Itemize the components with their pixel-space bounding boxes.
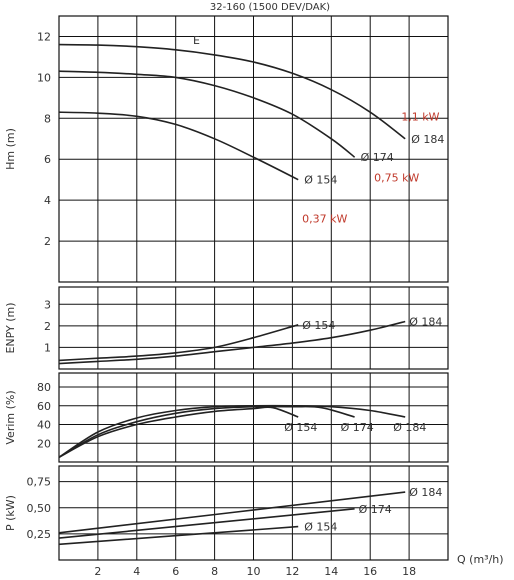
series-line-174 xyxy=(58,70,356,158)
panel-2: 1 2 3 ENPY (m) Ø 154 Ø 184 xyxy=(4,286,449,370)
chart-title: 32-160 (1500 DEV/DAK) xyxy=(210,2,330,13)
panel-frame xyxy=(58,15,449,283)
y-tick-label: 2 xyxy=(44,235,51,248)
x-tick-label: 2 xyxy=(94,565,101,578)
y-tick-label: 0,25 xyxy=(27,528,52,541)
x-axis-ticks: 2 4 6 8 10 12 14 16 18 xyxy=(94,565,416,578)
power-annotation: 1,1 kW xyxy=(401,110,439,123)
x-tick-label: 6 xyxy=(172,565,179,578)
series-line-184 xyxy=(58,43,406,140)
power-annotation: 0,75 kW xyxy=(374,172,419,185)
panel-4: 0,25 0,50 0,75 P (kW) Ø 154 Ø 174 Ø 184 xyxy=(4,465,449,561)
x-tick-label: 14 xyxy=(324,565,338,578)
region-label: E xyxy=(193,34,200,47)
y-axis-label: P (kW) xyxy=(4,495,17,531)
series-label-184: Ø 184 xyxy=(393,421,426,434)
y-tick-label: 80 xyxy=(37,381,51,394)
x-tick-label: 4 xyxy=(133,565,140,578)
panel-3: 20 40 60 80 Verim (%) Ø 154 Ø 174 Ø 184 xyxy=(4,372,449,463)
series-line-154 xyxy=(58,111,299,181)
series-label-184: Ø 184 xyxy=(411,133,444,146)
y-axis-label: Hm (m) xyxy=(4,128,17,170)
x-tick-label: 16 xyxy=(363,565,377,578)
y-axis-label: Verim (%) xyxy=(4,390,17,444)
panel-frame xyxy=(58,286,449,370)
series-label-154: Ø 154 xyxy=(302,319,335,332)
panel-frame xyxy=(58,372,449,463)
panel-1: 2 4 6 8 10 12 Hm (m) Ø 154 Ø 174 Ø 184 1,1 kW 0,75 … xyxy=(4,15,449,283)
series-line-154 xyxy=(58,406,299,459)
y-tick-label: 12 xyxy=(37,30,51,43)
y-tick-label: 2 xyxy=(44,320,51,333)
series-line-184 xyxy=(58,404,406,458)
series-line-184 xyxy=(58,491,406,534)
series-label-154: Ø 154 xyxy=(304,521,337,534)
y-tick-label: 0,50 xyxy=(27,502,52,515)
series-line-184 xyxy=(58,320,406,365)
y-tick-label: 8 xyxy=(44,112,51,125)
y-tick-label: 20 xyxy=(37,437,51,450)
series-label-154: Ø 154 xyxy=(304,174,337,187)
series-label-174: Ø 174 xyxy=(341,421,374,434)
y-axis-label: ENPY (m) xyxy=(4,302,17,353)
x-tick-label: 18 xyxy=(402,565,416,578)
series-label-174: Ø 174 xyxy=(361,151,394,164)
x-tick-label: 8 xyxy=(211,565,218,578)
series-line-174 xyxy=(58,508,355,539)
y-tick-label: 4 xyxy=(44,194,51,207)
series-label-174: Ø 174 xyxy=(359,503,392,516)
series-label-184: Ø 184 xyxy=(409,486,442,499)
y-tick-label: 40 xyxy=(37,419,51,432)
series-label-184: Ø 184 xyxy=(409,316,442,329)
series-line-154 xyxy=(58,525,299,546)
y-tick-label: 1 xyxy=(44,341,51,354)
panel-frame xyxy=(58,465,449,561)
series-label-154: Ø 154 xyxy=(284,421,317,434)
y-tick-label: 60 xyxy=(37,400,51,413)
y-tick-label: 6 xyxy=(44,153,51,166)
power-annotation: 0,37 kW xyxy=(302,213,347,226)
x-axis-label: Q (m³/h) xyxy=(457,553,504,566)
y-tick-label: 10 xyxy=(37,71,51,84)
y-tick-label: 0,75 xyxy=(27,476,52,489)
x-tick-label: 12 xyxy=(285,565,299,578)
y-tick-label: 3 xyxy=(44,298,51,311)
series-line-154 xyxy=(58,324,299,362)
x-tick-label: 10 xyxy=(247,565,261,578)
